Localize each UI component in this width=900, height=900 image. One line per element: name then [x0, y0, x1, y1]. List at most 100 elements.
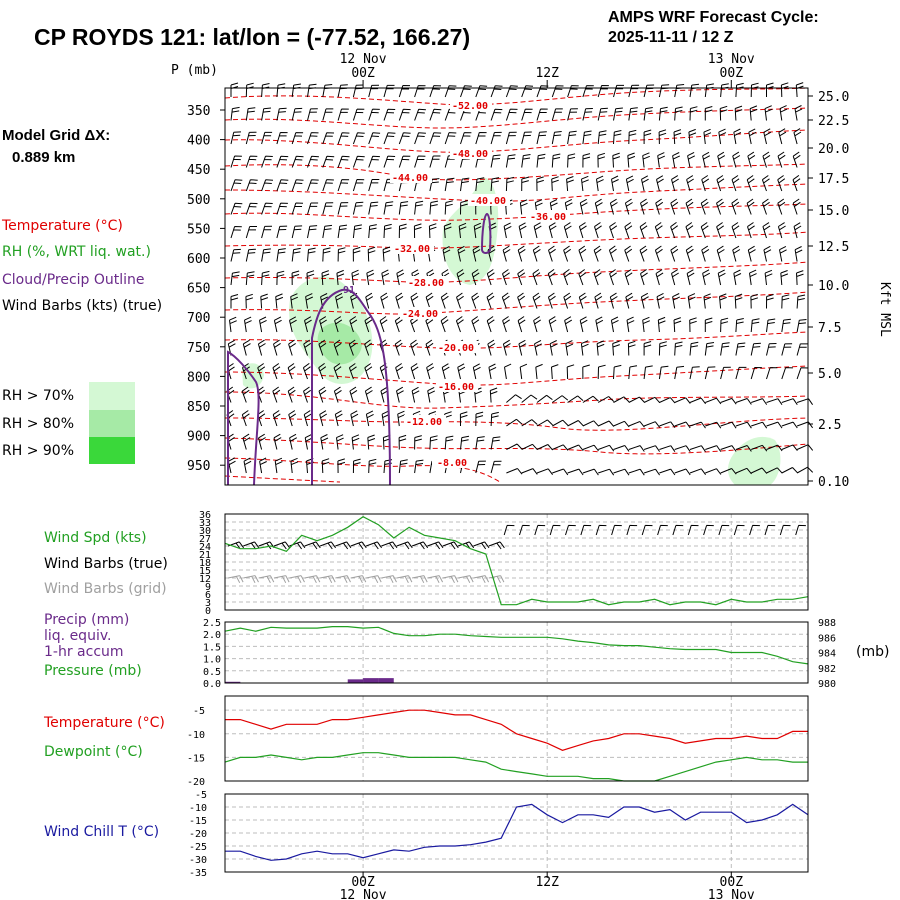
cross-section-panel: P (mb) Kft MSL	[171, 52, 892, 490]
wind-barb	[429, 108, 442, 121]
wind-barb	[735, 318, 744, 333]
wind-barb	[716, 175, 725, 192]
wind-barb	[414, 435, 422, 450]
cloud-contour	[311, 288, 391, 486]
wind-barb	[396, 541, 413, 550]
y-tick-label: 12	[199, 574, 211, 585]
dewpoint-label: Dewpoint (°C)	[44, 744, 143, 760]
wind-barb	[716, 198, 724, 215]
wind-barb	[733, 269, 742, 286]
pressure-unit: (mb)	[856, 644, 889, 660]
wind-barb	[763, 245, 772, 262]
wind-barb	[720, 421, 737, 429]
wind-barb	[291, 179, 304, 192]
wind-barb	[490, 436, 501, 450]
wind-barb	[227, 575, 244, 584]
wind-barb	[640, 198, 648, 215]
wind-barb	[565, 524, 576, 536]
wind-barb	[381, 269, 390, 286]
wind-barb	[289, 316, 297, 333]
y-tick-label: -25	[189, 842, 207, 853]
wind-barb	[580, 340, 589, 356]
wind-barb	[796, 294, 806, 309]
wind-barb	[475, 436, 485, 450]
wind-barb	[641, 175, 649, 192]
contour-label-bg	[406, 276, 448, 288]
wind-barb	[674, 445, 691, 452]
y-tick-label: 2.0	[203, 630, 221, 641]
wind-barb	[455, 316, 464, 333]
precip-liq-label: liq. equiv.	[44, 628, 111, 644]
wind-barb	[717, 151, 726, 168]
wind-barb	[320, 434, 329, 450]
wind-barb	[704, 342, 715, 356]
height-tick-label: 17.5	[818, 172, 849, 187]
wind-barb	[700, 222, 709, 239]
wind-barb	[245, 131, 257, 145]
precip-bar	[225, 681, 241, 683]
wind-barb	[747, 222, 755, 239]
y-tick-label: 27	[199, 534, 211, 545]
rh-legend: RH > 70% RH > 80% RH > 90%	[2, 382, 135, 464]
contour-label: -24.00	[402, 309, 438, 320]
pressure-tick-label: 550	[187, 222, 210, 237]
contour-line	[224, 391, 809, 409]
wind-barb	[291, 107, 303, 121]
wind-barb	[551, 364, 559, 380]
wind-barbs	[226, 82, 814, 476]
wind-barb	[517, 292, 525, 309]
wind-barb	[766, 294, 774, 309]
wind-barb	[276, 202, 288, 215]
wind-barb	[687, 293, 696, 309]
wind-barb	[322, 247, 331, 262]
wind-barb	[506, 394, 522, 403]
y-tick-label: 9	[205, 582, 211, 593]
wind-barb	[750, 342, 761, 356]
wind-barb	[658, 129, 667, 145]
wind-barb	[610, 316, 619, 333]
wind-barb	[563, 268, 571, 286]
pressure-series	[224, 626, 809, 665]
wind-barb	[337, 224, 348, 239]
wind-barb	[487, 339, 496, 356]
wind-barb	[274, 457, 283, 474]
wind-barb	[654, 222, 663, 239]
wind-barbs-true-label: Wind Barbs (true)	[44, 556, 168, 572]
wind-barb	[766, 318, 776, 333]
wind-barb	[535, 363, 543, 380]
wind-barb	[624, 269, 633, 286]
wind-barb	[307, 155, 319, 168]
wind-barb	[521, 394, 538, 403]
wind-barb	[490, 85, 503, 98]
wind-barb	[444, 435, 454, 450]
wind-barb	[398, 155, 411, 168]
wind-barb	[688, 128, 697, 145]
wind-barb	[257, 363, 266, 380]
wind-barb	[613, 130, 622, 145]
wind-barb	[521, 108, 533, 121]
wind-barb	[536, 444, 553, 451]
wind-barb	[290, 293, 298, 309]
wind-barb	[276, 270, 285, 286]
wind-barb	[700, 198, 709, 215]
wind-barb	[567, 468, 584, 476]
wind-barb	[750, 318, 760, 333]
wind-barb	[352, 179, 365, 192]
wind-barb	[442, 541, 459, 550]
cloud-contour	[227, 350, 260, 486]
wind-barb	[731, 222, 740, 239]
height-tick-label: 0.10	[818, 475, 849, 490]
wind-barb	[567, 108, 578, 121]
wind-barb	[643, 129, 652, 144]
wind-barb	[322, 155, 335, 168]
wind-barb	[381, 541, 398, 550]
contour-line	[224, 417, 809, 431]
contour-line	[224, 365, 809, 386]
wind-barb	[395, 292, 404, 309]
wind-barb	[519, 363, 528, 380]
wind-barb	[718, 128, 727, 145]
wind-barb	[701, 175, 710, 192]
wind-barb	[291, 270, 300, 286]
pressure-label: Pressure (mb)	[44, 663, 142, 679]
